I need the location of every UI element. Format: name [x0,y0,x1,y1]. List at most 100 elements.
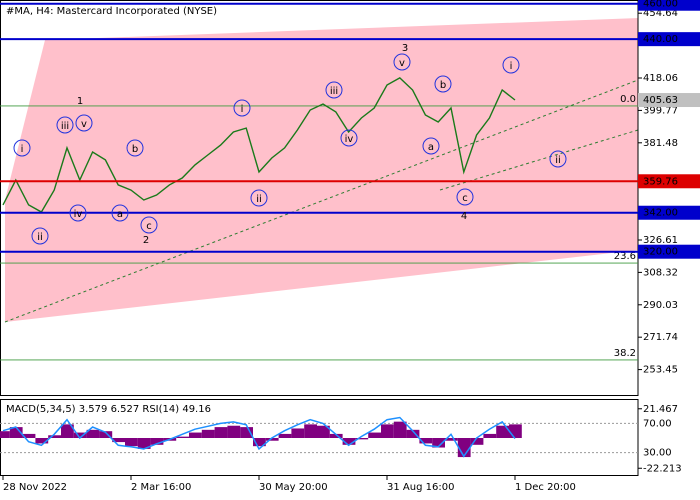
wave-label: c [462,193,468,204]
histogram-bar [0,431,10,438]
histogram-bar [125,438,138,447]
y2-tick-label: 30.00 [643,448,672,459]
histogram-bar [61,424,74,438]
price-box-label: 342.00 [643,208,678,219]
histogram-bar [227,425,241,438]
histogram-bar [9,427,23,438]
fib-label: 38.2 [614,348,636,359]
histogram-bar [342,438,356,445]
price-box [638,244,700,259]
trend-line [4,79,639,323]
price-box [638,32,700,47]
y-tick-label: 399.77 [643,105,678,116]
y2-tick-label: 70.00 [643,418,672,429]
wave-circle [434,75,452,93]
wave-label: ii [555,155,561,166]
histogram-bar [265,438,279,441]
histogram-bar [176,436,189,438]
wave-circle [422,137,440,155]
current-price-label: 405.63 [643,95,678,106]
price-box-label: 440.00 [643,34,678,45]
x-tick-label: 2 Mar 16:00 [131,482,191,493]
wave-circle [31,227,49,245]
histogram-bar [470,438,484,445]
histogram-bar [73,432,87,438]
price-box [638,174,700,189]
histogram-bar [483,433,497,438]
y-tick-label: 381.48 [643,138,678,149]
histogram-bar [99,431,113,438]
main-panel [0,0,639,396]
wave-circle [250,189,268,207]
wave-label: v [81,119,87,130]
current-price-box [638,93,700,108]
series-line [2,416,516,458]
wave-label: ii [37,232,43,243]
wave-label: c [146,221,152,232]
price-box-label: 320.00 [643,247,678,258]
x-tick-label: 28 Nov 2022 [3,482,67,493]
wave-label: b [440,80,446,91]
wave-circle [69,204,87,222]
wave-label: iii [61,121,69,132]
wave-circle [340,129,358,147]
histogram-bar [496,425,509,438]
histogram-bar [419,438,433,444]
histogram-bar [278,433,292,438]
histogram-bar [381,424,394,438]
y-tick-label: 454.64 [643,8,678,19]
histogram-bar [355,438,369,440]
histogram-bar [304,424,317,438]
histogram-bar [201,429,215,438]
wave-label: 2 [143,235,149,246]
wave-label: a [117,209,123,220]
channel [5,18,638,322]
histogram-bar [150,438,164,445]
fib-label: 0.0 [620,94,636,105]
y-tick-label: 290.03 [643,300,678,311]
trend-line [439,129,639,191]
x-tick-label: 31 Aug 16:00 [387,482,454,493]
y-tick-label: 253.45 [643,365,678,376]
wave-circle [126,139,144,157]
wave-label: 3 [402,43,408,54]
wave-label: a [428,142,434,153]
wave-label: iv [74,209,83,220]
price-box-label: 460.00 [643,0,678,10]
wave-label: i [510,61,513,72]
histogram-bar [368,432,381,438]
histogram-bar [317,425,330,438]
price-box [638,205,700,220]
x-tick-label: 30 May 20:00 [259,482,328,493]
histogram-bar [329,433,343,438]
wave-circle [75,114,93,132]
histogram-bar [214,427,228,438]
histogram-bar [112,438,125,443]
histogram-bar [86,429,100,438]
wave-label: i [21,144,24,155]
fib-label: 23.6 [614,251,636,262]
histogram-bar [432,438,445,448]
chart-title: #MA, H4: Mastercard Incorporated (NYSE) [6,6,217,17]
price-box-label: 359.76 [643,176,678,187]
wave-circle [56,116,74,134]
wave-label: iii [330,86,338,97]
wave-circle [502,56,520,74]
histogram-bar [35,438,49,444]
wave-circle [549,150,567,168]
wave-circle [456,188,474,206]
wave-circle [393,53,411,71]
wave-label: ii [256,194,262,205]
wave-circle [140,216,158,234]
histogram-bar [240,427,253,438]
indicator-label: MACD(5,34,5) 3.579 6.527 RSI(14) 49.16 [6,404,211,415]
wave-circle [13,139,31,157]
histogram-bar [291,428,305,438]
y-tick-label: 326.61 [643,235,678,246]
y-tick-label: -22.213 [643,463,682,474]
wave-circle [111,204,129,222]
histogram-bar [457,438,471,458]
wave-label: i [241,104,244,115]
histogram-bar [509,424,522,438]
